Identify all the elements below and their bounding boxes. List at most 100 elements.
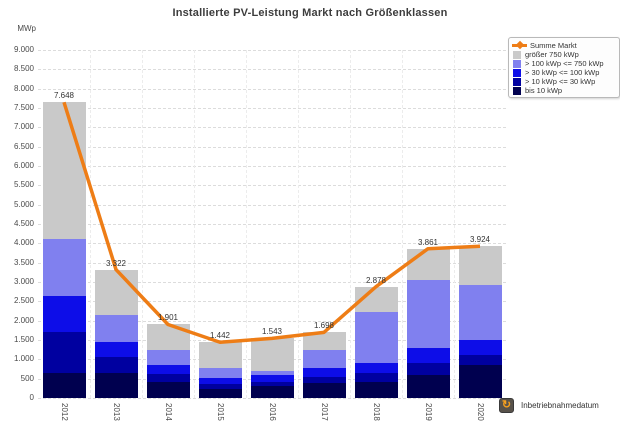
bar-segment[interactable] [198,389,242,398]
y-tick-label: 5.000 [13,199,34,209]
bar-segment[interactable] [354,311,398,363]
bar-segment[interactable] [250,386,294,398]
bar-segment[interactable] [42,102,86,240]
bar-segment[interactable] [42,372,86,398]
bar-segment[interactable] [250,370,294,375]
bar-total-label: 3.861 [417,237,439,247]
x-axis-label-2017[interactable]: 2017 [320,403,329,421]
legend-item-label: > 30 kWp <= 100 kWp [525,68,600,77]
bar-segment[interactable] [42,239,86,296]
bar-segment[interactable] [406,248,450,280]
bar-segment[interactable] [94,314,138,343]
bar-segment[interactable] [406,374,450,398]
bar-segment[interactable] [146,381,190,398]
bar-segment[interactable] [354,362,398,374]
bar-segment[interactable] [354,373,398,382]
legend-color-swatch [513,68,521,77]
bar-segment[interactable] [302,383,346,398]
x-axis-label-2020[interactable]: 2020 [476,403,485,421]
bar-segment[interactable] [354,381,398,398]
y-tick-label: 3.500 [13,257,34,267]
bar-segment[interactable] [250,338,294,371]
bar-segment[interactable] [42,295,86,332]
bar-segment[interactable] [146,324,190,351]
bar-segment[interactable] [94,356,138,374]
y-tick-label: 1.000 [13,354,34,364]
y-tick-label: 4.500 [13,219,34,228]
legend-item[interactable]: größer 750 kWp [512,50,616,59]
legend-item[interactable]: > 30 kWp <= 100 kWp [512,68,616,77]
bar-total-label: 2.878 [365,275,387,285]
legend-item[interactable]: Summe Markt [512,40,616,50]
y-tick-label: 2.000 [13,315,34,325]
x-axis-label-2014[interactable]: 2014 [164,403,173,421]
y-axis-unit-label: MWp [17,24,36,33]
h-gridline [38,69,506,71]
y-tick-label: 6.500 [13,141,34,151]
x-axis-label-2019[interactable]: 2019 [424,403,433,421]
legend-items: Summe Markt größer 750 kWp > 100 kWp <= 75… [512,40,616,95]
bar-segment[interactable] [458,364,502,398]
y-tick-label: 3.000 [13,277,34,286]
legend-color-swatch [513,59,521,68]
bar-segment[interactable] [406,348,450,364]
bar-total-label: 3.924 [469,235,491,245]
x-axis-label-2016[interactable]: 2016 [268,403,277,421]
star-marker-icon [515,40,525,50]
legend-color-swatch [513,77,521,86]
bar-total-label: 1.698 [313,321,335,331]
y-tick-label: 500 [20,373,34,383]
legend-item[interactable]: > 10 kWp <= 30 kWp [512,77,616,86]
bar-segment[interactable] [458,284,502,340]
legend-item[interactable]: > 100 kWp <= 750 kWp [512,59,616,68]
bar-segment[interactable] [406,363,450,375]
bar-segment[interactable] [198,342,242,369]
bar-segment[interactable] [94,269,138,315]
bar-segment[interactable] [458,246,502,285]
x-axis-label-2018[interactable]: 2018 [372,403,381,421]
x-axis-label-2012[interactable]: 2012 [60,403,69,421]
legend-color-swatch [513,50,521,59]
legend-item[interactable]: bis 10 kWp [512,86,616,95]
y-tick-label: 9.000 [13,45,34,54]
bar-segment[interactable] [458,354,502,365]
bar-segment[interactable] [406,279,450,349]
y-tick-label: 8.500 [13,64,34,74]
x-axis-label-2015[interactable]: 2015 [216,403,225,421]
bar-segment[interactable] [302,332,346,350]
h-gridline [38,88,506,90]
bar-segment[interactable] [250,381,294,386]
bar-segment[interactable] [94,373,138,398]
bar-total-label: 1.543 [261,327,283,337]
y-tick-label: 8.000 [13,83,34,93]
bar-segment[interactable] [302,377,346,384]
bar-segment[interactable] [94,342,138,357]
dimension-label: Inbetriebnahmedatum [521,401,599,410]
bar-segment[interactable] [146,350,190,366]
bar-segment[interactable] [198,368,242,379]
legend-item-label: bis 10 kWp [525,86,563,95]
bar-segment[interactable] [458,339,502,355]
refresh-dimension-icon[interactable]: ↻ [499,398,514,413]
bar-segment[interactable] [302,368,346,378]
dimension-footer: ↻ Inbetriebnahmedatum [499,398,599,413]
y-tick-label: 5.500 [13,180,34,190]
bar-total-label: 7.648 [53,91,75,101]
bar-total-label: 1.442 [209,331,231,341]
legend-item-label: > 10 kWp <= 30 kWp [525,77,596,86]
bar-segment[interactable] [198,384,242,390]
bar-segment[interactable] [302,349,346,369]
legend-item-label: Summe Markt [530,41,577,50]
bar-segment[interactable] [146,374,190,382]
bar-segment[interactable] [198,378,242,385]
bar-segment[interactable] [146,365,190,374]
chart-title: Installierte PV-Leistung Markt nach Größ… [172,7,448,19]
y-tick-label: 2.500 [13,296,34,306]
bar-segment[interactable] [250,374,294,382]
y-tick-label: 0 [29,393,34,402]
bar-segment[interactable] [42,331,86,373]
h-gridline [38,398,506,399]
bar-segment[interactable] [354,286,398,312]
plot-area[interactable] [38,50,506,398]
x-axis-label-2013[interactable]: 2013 [112,403,121,421]
